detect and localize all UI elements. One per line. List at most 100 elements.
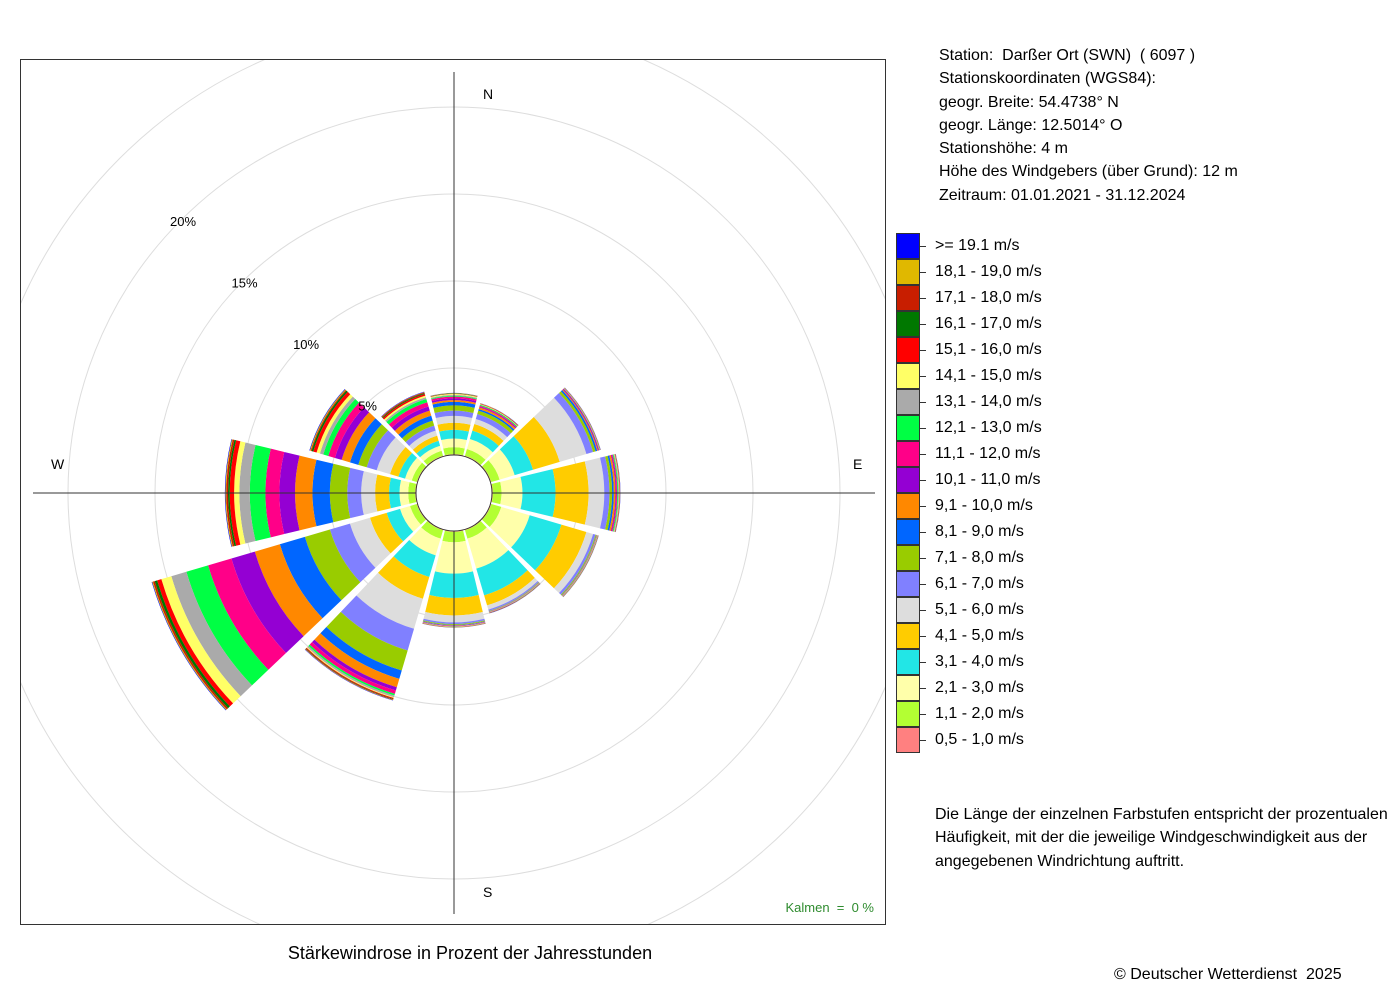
wind-sectors — [151, 387, 621, 711]
station-name: Station: Darßer Ort (SWN) ( 6097 ) — [939, 47, 1196, 64]
legend-swatch — [896, 441, 920, 467]
chart-title: Stärkewindrose in Prozent der Jahresstun… — [287, 943, 653, 963]
legend-swatch — [896, 571, 920, 597]
sector-90-class-13 — [612, 454, 619, 532]
legend-label: 11,1 - 12,0 m/s — [935, 445, 1041, 462]
sector-180-class-11 — [422, 621, 486, 627]
latitude: geogr. Breite: 54.4738° N — [939, 93, 1119, 111]
legend-label: 9,1 - 10,0 m/s — [935, 497, 1033, 514]
sector-330-class-14 — [385, 397, 427, 423]
legend-label: 10,1 - 11,0 m/s — [935, 471, 1041, 488]
sector-300-class-9 — [349, 418, 382, 465]
sector-150-class-3 — [467, 527, 509, 569]
station-elevation: Stationshöhe: 4 m — [939, 140, 1068, 158]
sector-60-class-5 — [513, 416, 560, 470]
sector-0-class-12 — [431, 396, 477, 402]
sector-240-class-16 — [157, 579, 234, 707]
sector-180-class-9 — [422, 621, 486, 626]
sector-0-class-15 — [430, 394, 478, 398]
legend-label: 16,1 - 17,0 m/s — [935, 315, 1042, 332]
radial-tick-label-5: 5% — [358, 399, 377, 414]
sector-60-class-7 — [553, 392, 594, 455]
legend-swatch — [896, 493, 920, 519]
sector-30-class-4 — [469, 430, 499, 453]
legend-label: 17,1 - 18,0 m/s — [935, 289, 1042, 306]
legend-swatch — [896, 285, 920, 311]
sector-0-class-19 — [430, 393, 478, 397]
legend-tick — [920, 532, 926, 533]
sector-210-class-12 — [309, 642, 396, 694]
radial-tick-label-15: 15% — [232, 276, 258, 291]
sector-180-class-12 — [422, 622, 486, 627]
station-info: Station: Darßer Ort (SWN) ( 6097 ) Stati… — [939, 44, 1238, 207]
legend-label: 15,1 - 16,0 m/s — [935, 341, 1042, 358]
sector-240-class-15 — [161, 576, 241, 704]
sector-180-class-10 — [422, 621, 486, 626]
legend-swatch — [896, 623, 920, 649]
sector-90-class-16 — [614, 454, 620, 532]
legend-tick — [920, 714, 926, 715]
compass-label-e: E — [853, 456, 862, 472]
sector-240-class-14 — [171, 571, 252, 697]
sector-270-class-19 — [225, 439, 233, 547]
sector-330-class-8 — [401, 420, 435, 443]
sector-210-class-9 — [320, 626, 402, 679]
sector-180-class-19 — [422, 623, 486, 628]
sector-300-class-5 — [390, 446, 412, 477]
legend-swatch — [896, 337, 920, 363]
copyright: © Deutscher Wetterdienst 2025 — [1114, 966, 1342, 983]
legend-swatch — [896, 519, 920, 545]
sector-90-class-17 — [615, 453, 620, 533]
sensor-height: Höhe des Windgebers (über Grund): 12 m — [939, 163, 1238, 181]
legend-swatch — [896, 675, 920, 701]
sector-90-class-12 — [611, 454, 618, 532]
sector-30-class-5 — [472, 423, 504, 446]
legend-label: 2,1 - 3,0 m/s — [935, 679, 1024, 696]
legend-tick — [920, 506, 926, 507]
sector-180-class-20 — [422, 623, 486, 628]
sector-240-class-4 — [386, 508, 414, 542]
sector-240 — [151, 503, 427, 711]
sector-180-class-15 — [422, 622, 486, 627]
sector-60-class-4 — [499, 436, 534, 476]
sector-330-class-15 — [383, 395, 426, 421]
sector-60 — [481, 387, 601, 483]
legend-label: 8,1 - 9,0 m/s — [935, 523, 1024, 540]
legend-swatch — [896, 701, 920, 727]
sector-210-class-7 — [340, 595, 415, 651]
legend-label: 18,1 - 19,0 m/s — [935, 263, 1042, 280]
sector-0-class-20 — [430, 392, 478, 396]
sector-330 — [381, 391, 444, 466]
sector-300-class-12 — [328, 402, 365, 458]
sector-60-class-6 — [533, 397, 587, 462]
sector-240-class-11 — [231, 551, 304, 653]
sector-0-class-10 — [432, 400, 476, 405]
sector-120-class-3 — [489, 506, 530, 548]
sector-180-class-14 — [422, 622, 486, 627]
longitude: geogr. Länge: 12.5014° O — [939, 116, 1123, 134]
sector-0-class-16 — [430, 393, 478, 397]
explanation-note: Die Länge der einzelnen Farbstufen entsp… — [935, 806, 1388, 870]
compass-label-s: S — [483, 884, 492, 900]
sector-30-class-8 — [477, 410, 514, 434]
sector-90-class-1 — [490, 483, 493, 503]
legend-label: 14,1 - 15,0 m/s — [935, 367, 1042, 384]
sector-90-class-10 — [609, 455, 616, 531]
sector-210-class-5 — [377, 556, 430, 599]
sector-270-class-17 — [228, 439, 237, 547]
sector-0-class-17 — [430, 393, 478, 397]
legend-tick — [920, 324, 926, 325]
sector-270-class-16 — [229, 440, 241, 546]
sector-240-class-9 — [279, 536, 342, 619]
sector-330-class-11 — [391, 406, 430, 431]
chart-labels: N E S W 5% 10% 15% 20% — [51, 86, 862, 900]
sector-180-class-8 — [422, 620, 486, 625]
sector-210-class-11 — [312, 639, 397, 691]
sector-330-class-10 — [394, 410, 432, 435]
legend-tick — [920, 454, 926, 455]
legend-swatch — [896, 259, 920, 285]
sector-330-class-16 — [382, 393, 426, 420]
sector-90-class-20 — [615, 453, 621, 533]
legend-label: 6,1 - 7,0 m/s — [935, 575, 1024, 592]
legend-tick — [920, 740, 926, 741]
